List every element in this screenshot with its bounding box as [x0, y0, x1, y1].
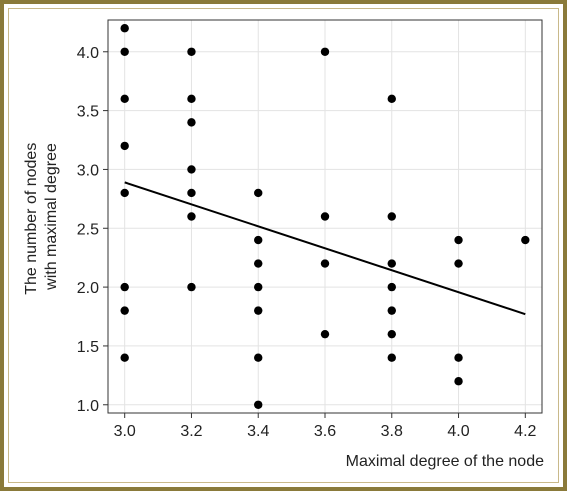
y-axis-ticks: 1.0 1.5 2.0 2.5 3.0 3.5 4.0	[77, 45, 108, 415]
y-tick-label: 1.5	[77, 339, 99, 356]
data-point	[254, 188, 263, 198]
x-axis-title: Maximal degree of the node	[346, 453, 544, 470]
x-tick-label: 3.8	[381, 423, 403, 440]
data-point	[254, 400, 263, 409]
trend-line	[124, 181, 526, 316]
data-point	[387, 353, 396, 362]
figure-inner-border	[8, 8, 559, 483]
data-point	[187, 188, 196, 198]
data-point	[387, 212, 396, 221]
data-point	[120, 94, 129, 104]
data-point	[254, 306, 263, 315]
y-tick-label: 2.0	[77, 280, 99, 297]
data-point	[120, 306, 129, 315]
data-point	[320, 329, 330, 339]
data-point	[387, 259, 396, 268]
data-point	[120, 24, 129, 33]
data-point	[454, 353, 463, 362]
data-point	[187, 212, 196, 221]
data-point	[120, 188, 129, 198]
data-point	[387, 282, 396, 292]
data-point	[454, 235, 463, 245]
y-tick-label: 1.0	[77, 398, 99, 415]
y-tick-label: 3.0	[77, 162, 99, 179]
data-point	[187, 94, 196, 104]
data-point	[320, 259, 330, 268]
data-point	[120, 47, 129, 56]
data-point	[120, 141, 129, 151]
data-point	[254, 282, 263, 292]
data-point	[521, 235, 530, 245]
x-tick-label: 3.2	[180, 423, 202, 440]
data-point	[387, 306, 396, 315]
data-point	[187, 47, 196, 56]
data-point	[254, 235, 263, 245]
data-point	[320, 212, 330, 221]
x-tick-label: 3.0	[114, 423, 136, 440]
trend-layer	[124, 181, 526, 316]
x-tick-label: 3.6	[314, 423, 336, 440]
y-tick-label: 4.0	[77, 45, 99, 62]
x-tick-label: 4.2	[514, 423, 536, 440]
data-point	[120, 282, 129, 292]
x-axis-ticks: 3.0 3.2 3.4 3.6 3.8 4.0 4.2	[114, 413, 537, 440]
x-tick-label: 4.0	[447, 423, 469, 440]
data-point	[454, 377, 463, 386]
x-tick-label: 3.4	[247, 423, 269, 440]
data-point	[254, 353, 263, 362]
y-axis-title: The number of nodes with maximal degree	[23, 138, 60, 295]
data-point	[187, 165, 196, 174]
y-tick-label: 2.5	[77, 221, 99, 238]
data-point	[454, 259, 463, 268]
points-layer	[120, 24, 530, 409]
data-point	[187, 282, 196, 292]
data-point	[120, 353, 129, 362]
data-point	[387, 94, 396, 104]
data-point	[320, 47, 330, 56]
data-point	[254, 259, 263, 268]
data-point	[387, 329, 396, 339]
y-axis-title-line-2: with maximal degree	[43, 143, 60, 291]
y-tick-label: 3.5	[77, 104, 99, 121]
data-point	[187, 118, 196, 127]
y-axis-title-line-1: The number of nodes	[23, 143, 40, 295]
